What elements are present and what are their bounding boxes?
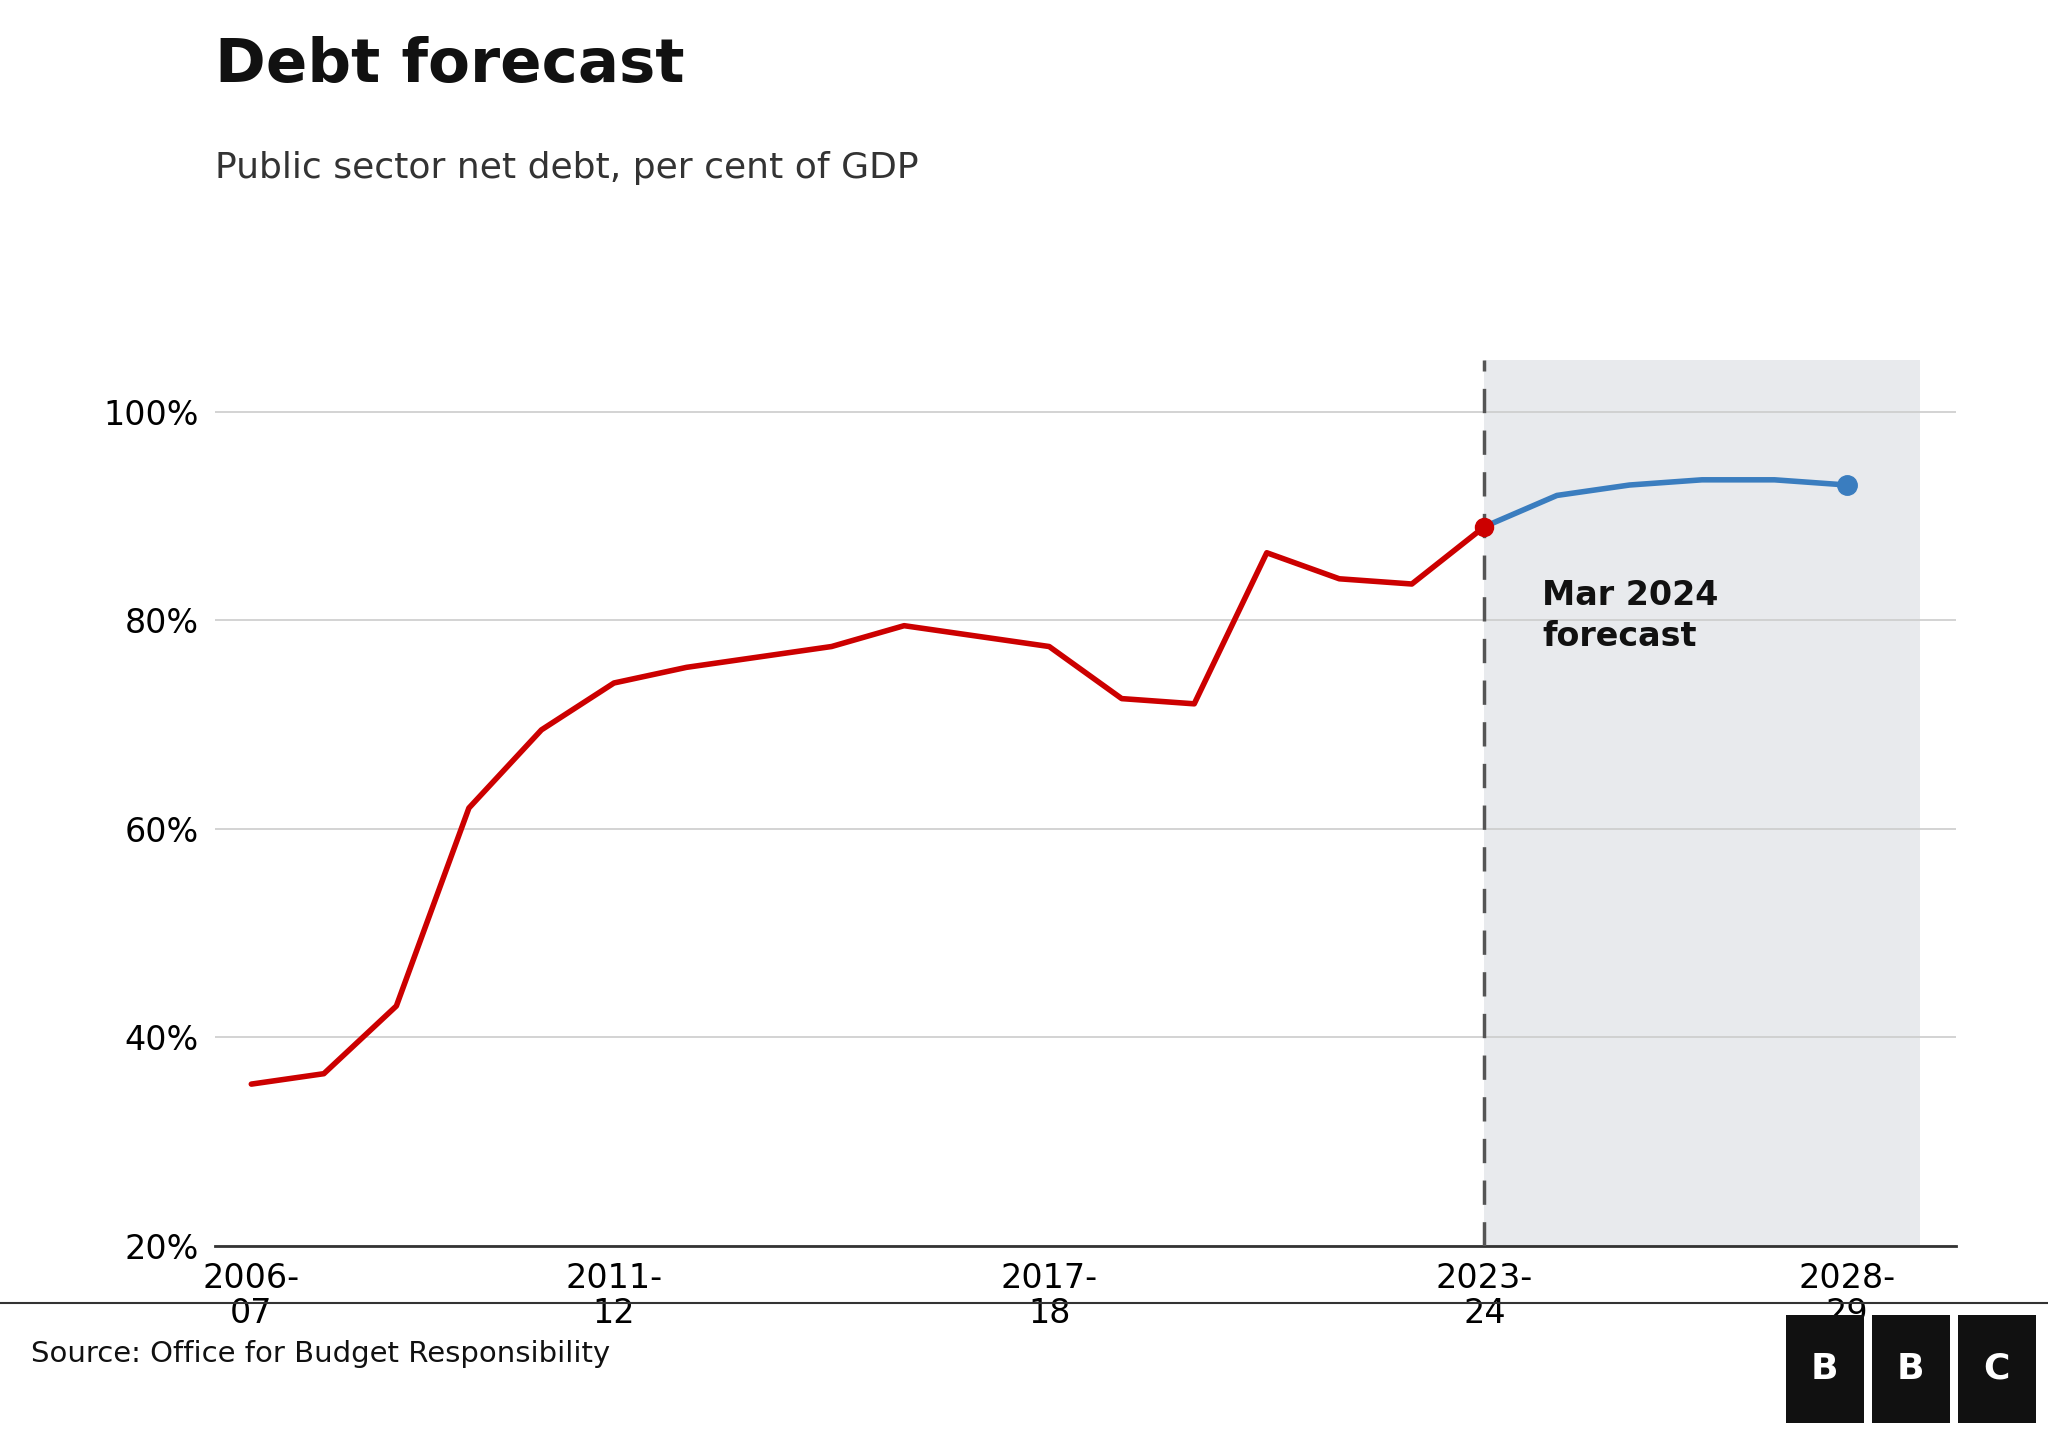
Text: Debt forecast: Debt forecast bbox=[215, 36, 684, 95]
Bar bbox=[1485, 360, 1919, 1246]
Text: B: B bbox=[1896, 1352, 1925, 1385]
Text: Public sector net debt, per cent of GDP: Public sector net debt, per cent of GDP bbox=[215, 151, 920, 186]
Text: B: B bbox=[1810, 1352, 1839, 1385]
Text: C: C bbox=[1985, 1352, 2009, 1385]
Text: Mar 2024
forecast: Mar 2024 forecast bbox=[1542, 579, 1718, 652]
Text: Source: Office for Budget Responsibility: Source: Office for Budget Responsibility bbox=[31, 1339, 610, 1368]
